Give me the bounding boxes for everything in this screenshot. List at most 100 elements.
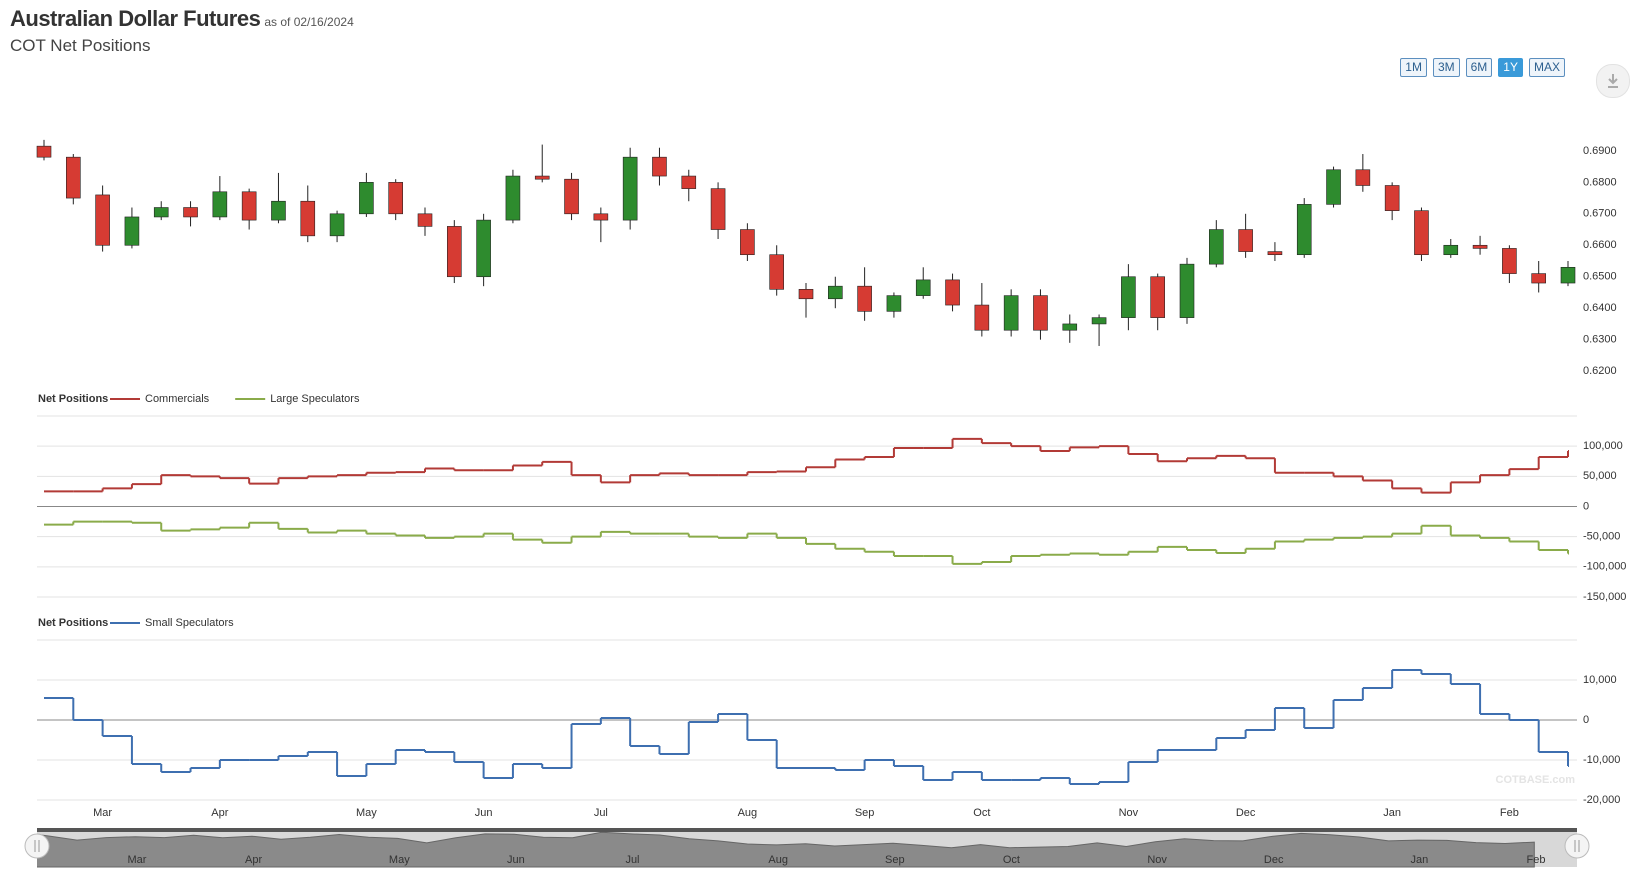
candle-body	[95, 194, 110, 246]
candle-body	[652, 156, 667, 177]
y-tick-label: 0.6600	[1583, 239, 1617, 251]
range-button[interactable]: 6M	[1465, 58, 1493, 77]
x-tick-label: Oct	[973, 807, 990, 819]
candle-body	[740, 229, 755, 256]
y-tick-label: 50,000	[1583, 470, 1617, 482]
navigator-label: May	[389, 854, 410, 866]
candle-body	[622, 156, 638, 221]
candle-body	[359, 182, 374, 215]
y-tick-label: 0.6200	[1583, 365, 1617, 377]
x-tick-label: Apr	[211, 807, 228, 819]
y-tick-label: -150,000	[1583, 591, 1626, 603]
candle-body	[1472, 244, 1488, 249]
candle-body	[1267, 251, 1283, 256]
candle-body	[447, 226, 462, 278]
candle-body	[505, 175, 521, 221]
navigator	[37, 828, 1577, 868]
candle-body	[1355, 169, 1371, 186]
y-tick-label: 0	[1583, 714, 1589, 726]
candle-body	[1560, 266, 1576, 284]
candle-body	[300, 200, 316, 237]
legend-label: Large Speculators	[270, 393, 360, 405]
subtitle: COT Net Positions	[10, 36, 151, 55]
range-button[interactable]: 3M	[1432, 58, 1460, 77]
candle-body	[1326, 169, 1341, 205]
navigator-label: Mar	[128, 854, 147, 866]
y-tick-label: 0.6700	[1583, 208, 1617, 220]
candle-body	[329, 213, 345, 237]
range-button[interactable]: MAX	[1528, 58, 1565, 77]
candle-body	[974, 304, 990, 331]
y-tick-label: -50,000	[1583, 531, 1620, 543]
watermark: COTBASE.com	[1496, 774, 1576, 786]
candle-body	[1238, 229, 1253, 252]
download-button[interactable]	[1596, 64, 1630, 98]
candle-body	[241, 191, 257, 221]
y-tick-label: 0.6400	[1583, 302, 1617, 314]
y-tick-label: 0.6500	[1583, 271, 1617, 283]
navigator-label: Jul	[625, 854, 639, 866]
range-buttons: 1M 3M 6M 1Y MAX	[1400, 58, 1565, 77]
x-tick-label: Mar	[93, 807, 112, 819]
legend-title: Net Positions	[38, 617, 108, 629]
y-tick-label: 0.6800	[1583, 176, 1617, 188]
y-tick-label: 10,000	[1583, 674, 1617, 686]
x-tick-label: Aug	[738, 807, 758, 819]
candle-body	[124, 216, 140, 246]
x-tick-label: Jul	[594, 807, 608, 819]
navigator-label: Dec	[1264, 854, 1284, 866]
candle-body	[36, 145, 52, 158]
range-button[interactable]: 1M	[1400, 58, 1427, 77]
navigator-label: Apr	[245, 854, 262, 866]
x-tick-label: Feb	[1500, 807, 1519, 819]
candle-body	[1003, 295, 1019, 331]
navigator-handle[interactable]	[24, 833, 50, 859]
y-tick-label: -100,000	[1583, 561, 1626, 573]
navigator-label: Jun	[507, 854, 525, 866]
x-tick-label: May	[356, 807, 377, 819]
candle-body	[1033, 295, 1048, 331]
x-tick-label: Jan	[1383, 807, 1401, 819]
candle-body	[1091, 317, 1107, 325]
y-tick-label: -10,000	[1583, 754, 1620, 766]
candle-body	[769, 254, 784, 290]
download-icon	[1608, 74, 1618, 88]
candle-body	[476, 219, 491, 278]
legend-label: Small Speculators	[145, 617, 234, 629]
handle-grip	[1574, 840, 1580, 852]
candle-body	[1384, 185, 1400, 211]
candle-body	[1150, 276, 1165, 318]
candle-body	[564, 178, 579, 215]
range-button[interactable]: 1Y	[1498, 58, 1523, 77]
handle-grip	[34, 840, 40, 852]
candle-body	[915, 279, 931, 296]
candle-body	[271, 200, 286, 221]
candle-body	[1062, 323, 1078, 331]
candle-body	[1443, 244, 1459, 256]
x-tick-label: Jun	[475, 807, 493, 819]
candle-body	[798, 289, 814, 300]
candle-body	[1502, 248, 1517, 274]
x-tick-label: Sep	[855, 807, 875, 819]
candle-body	[710, 188, 726, 230]
candle-body	[1121, 276, 1136, 318]
candle-body	[886, 295, 902, 312]
navigator-handle[interactable]	[1564, 833, 1590, 859]
header: Australian Dollar Futures as of 02/16/202…	[10, 6, 354, 56]
legend-label: Commercials	[145, 393, 210, 405]
x-tick-label: Nov	[1119, 807, 1139, 819]
navigator-label: Nov	[1147, 854, 1167, 866]
as-of-date: as of 02/16/2024	[264, 15, 354, 29]
candle-body	[153, 207, 169, 218]
navigator-area	[37, 831, 1535, 868]
candle-body	[857, 285, 872, 312]
candle-body	[1209, 229, 1224, 265]
candle-body	[388, 182, 403, 215]
candle-body	[681, 175, 697, 189]
y-tick-label: 0.6300	[1583, 334, 1617, 346]
candle-body	[1179, 263, 1195, 318]
candle-body	[183, 207, 198, 218]
navigator-label: Feb	[1527, 854, 1546, 866]
candle-body	[945, 279, 960, 306]
